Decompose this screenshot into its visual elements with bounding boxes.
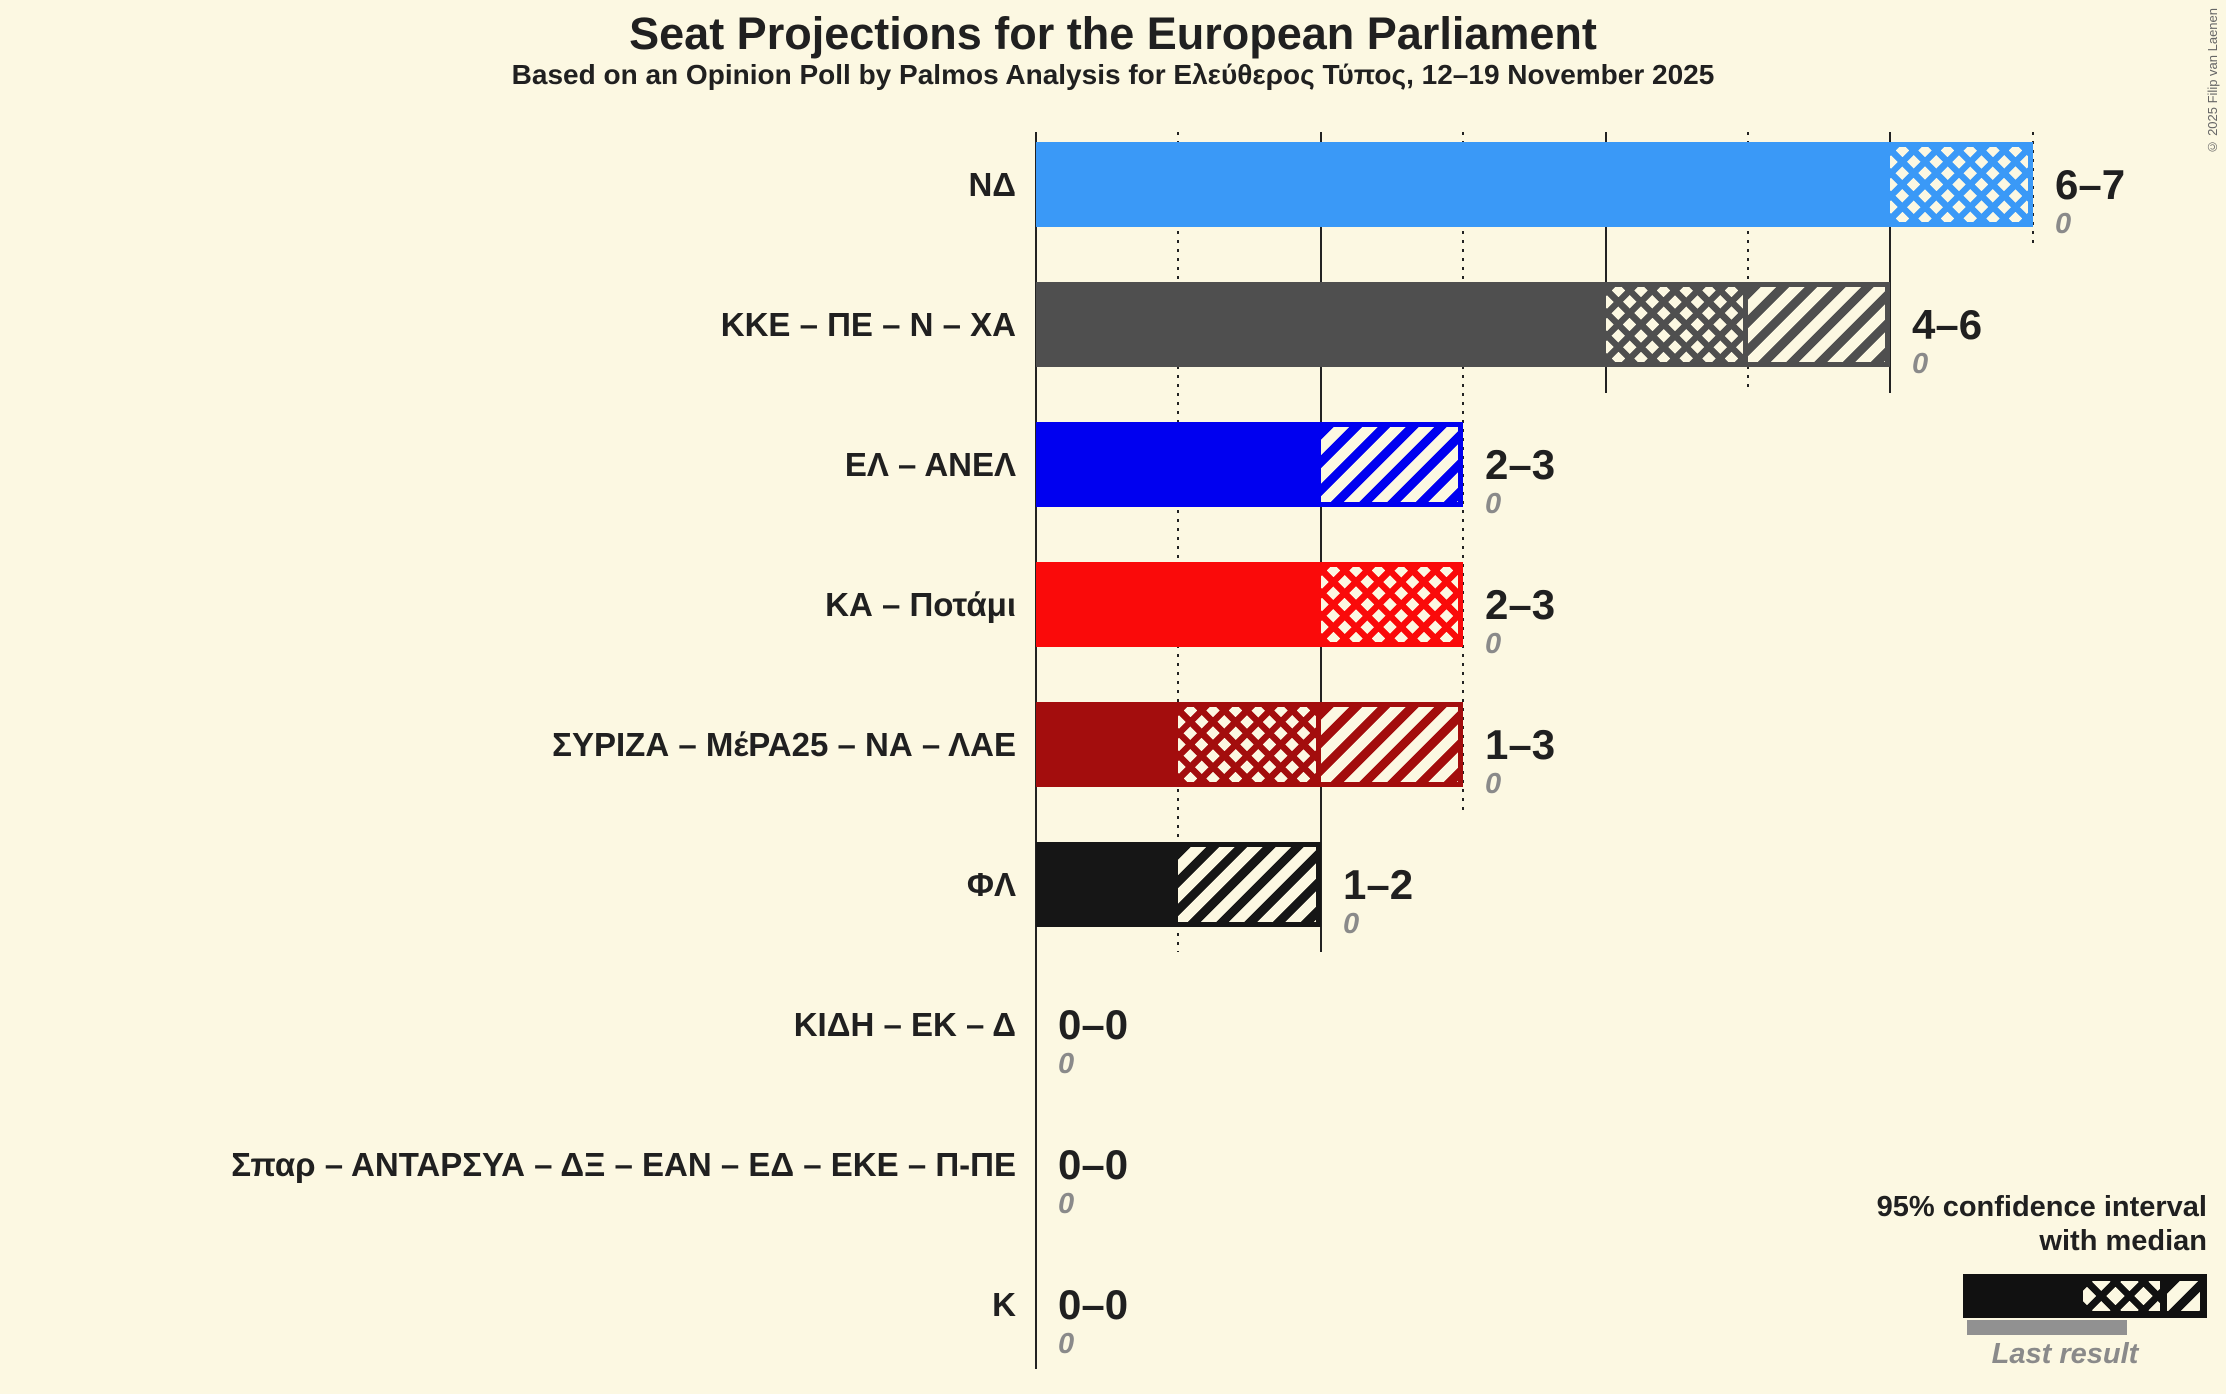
- bar-segment-diagonal: [1748, 282, 1890, 367]
- legend-segment-diagonal: [2167, 1274, 2207, 1318]
- party-label: ΚΚΕ – ΠΕ – Ν – ΧΑ: [720, 305, 1016, 343]
- last-result-value: 0: [1058, 1188, 1075, 1220]
- seat-range-label: 0–0: [1058, 1141, 1129, 1188]
- seat-range-label: 6–7: [2055, 161, 2126, 208]
- seat-range-label: 2–3: [1485, 581, 1556, 628]
- legend-title-line1: 95% confidence interval: [1876, 1191, 2207, 1223]
- last-result-value: 0: [1912, 348, 1929, 380]
- party-label: ΚΙΔΗ – ΕΚ – Δ: [793, 1005, 1016, 1043]
- legend-title-line2: with median: [2039, 1225, 2207, 1257]
- gridline-5: [1747, 132, 1749, 393]
- last-result-value: 0: [2055, 208, 2072, 240]
- legend-last-result-label: Last result: [1991, 1338, 2139, 1370]
- last-result-value: 0: [1485, 768, 1502, 800]
- bar-segment-solid: [1036, 282, 1606, 367]
- party-label: ΕΛ – ΑΝΕΛ: [844, 445, 1016, 483]
- gridline-3: [1462, 132, 1464, 812]
- bar-segment-crosshatch: [1178, 702, 1321, 787]
- last-result-value: 0: [1058, 1048, 1075, 1080]
- bar-segment-diagonal: [1321, 422, 1463, 507]
- seat-range-label: 1–3: [1485, 721, 1556, 768]
- legend-last-result-bar: [1967, 1320, 2127, 1335]
- legend-sample-bar: [1963, 1274, 2207, 1318]
- last-result-value: 0: [1485, 628, 1502, 660]
- party-label: Κ: [992, 1285, 1016, 1323]
- chart-subtitle: Based on an Opinion Poll by Palmos Analy…: [511, 59, 1715, 90]
- seat-range-label: 0–0: [1058, 1281, 1129, 1328]
- gridline-7: [2032, 132, 2034, 249]
- bar-segment-crosshatch: [1606, 282, 1748, 367]
- gridline-6: [1889, 132, 1891, 393]
- gridline-1: [1177, 132, 1179, 952]
- legend-segment-crosshatch: [2083, 1274, 2167, 1318]
- party-label: ΦΛ: [966, 865, 1016, 903]
- seat-range-label: 0–0: [1058, 1001, 1129, 1048]
- last-result-value: 0: [1343, 908, 1360, 940]
- bar-segment-solid: [1036, 842, 1178, 927]
- legend-segment-solid: [1963, 1274, 2083, 1318]
- bar-segment-solid: [1036, 702, 1178, 787]
- bar-segment-solid: [1036, 142, 1890, 227]
- gridline-2: [1320, 132, 1322, 952]
- party-label: ΣΥΡΙΖΑ – ΜέΡΑ25 – ΝΑ – ΛΑΕ: [552, 725, 1016, 763]
- seat-range-label: 2–3: [1485, 441, 1556, 488]
- party-label: Σπαρ – ΑΝΤΑΡΣΥΑ – ΔΞ – ΕΑΝ – ΕΔ – ΕΚΕ – …: [231, 1145, 1016, 1183]
- party-label: ΚΑ – Ποτάμι: [825, 585, 1016, 623]
- seat-range-label: 1–2: [1343, 861, 1414, 908]
- bar-segment-diagonal: [1321, 702, 1463, 787]
- legend-title: 95% confidence interval with median: [1877, 1190, 2207, 1258]
- bar-segment-crosshatch: [1321, 562, 1463, 647]
- copyright-notice: © 2025 Filip van Laenen: [2205, 8, 2220, 155]
- party-label: ΝΔ: [968, 165, 1016, 203]
- bar-segment-solid: [1036, 562, 1321, 647]
- bar-segment-diagonal: [1178, 842, 1321, 927]
- last-result-value: 0: [1058, 1328, 1075, 1360]
- chart-title: Seat Projections for the European Parlia…: [629, 8, 1597, 59]
- bar-segment-crosshatch: [1890, 142, 2033, 227]
- bar-segment-solid: [1036, 422, 1321, 507]
- last-result-value: 0: [1485, 488, 1502, 520]
- gridline-4: [1605, 132, 1607, 393]
- seat-range-label: 4–6: [1912, 301, 1983, 348]
